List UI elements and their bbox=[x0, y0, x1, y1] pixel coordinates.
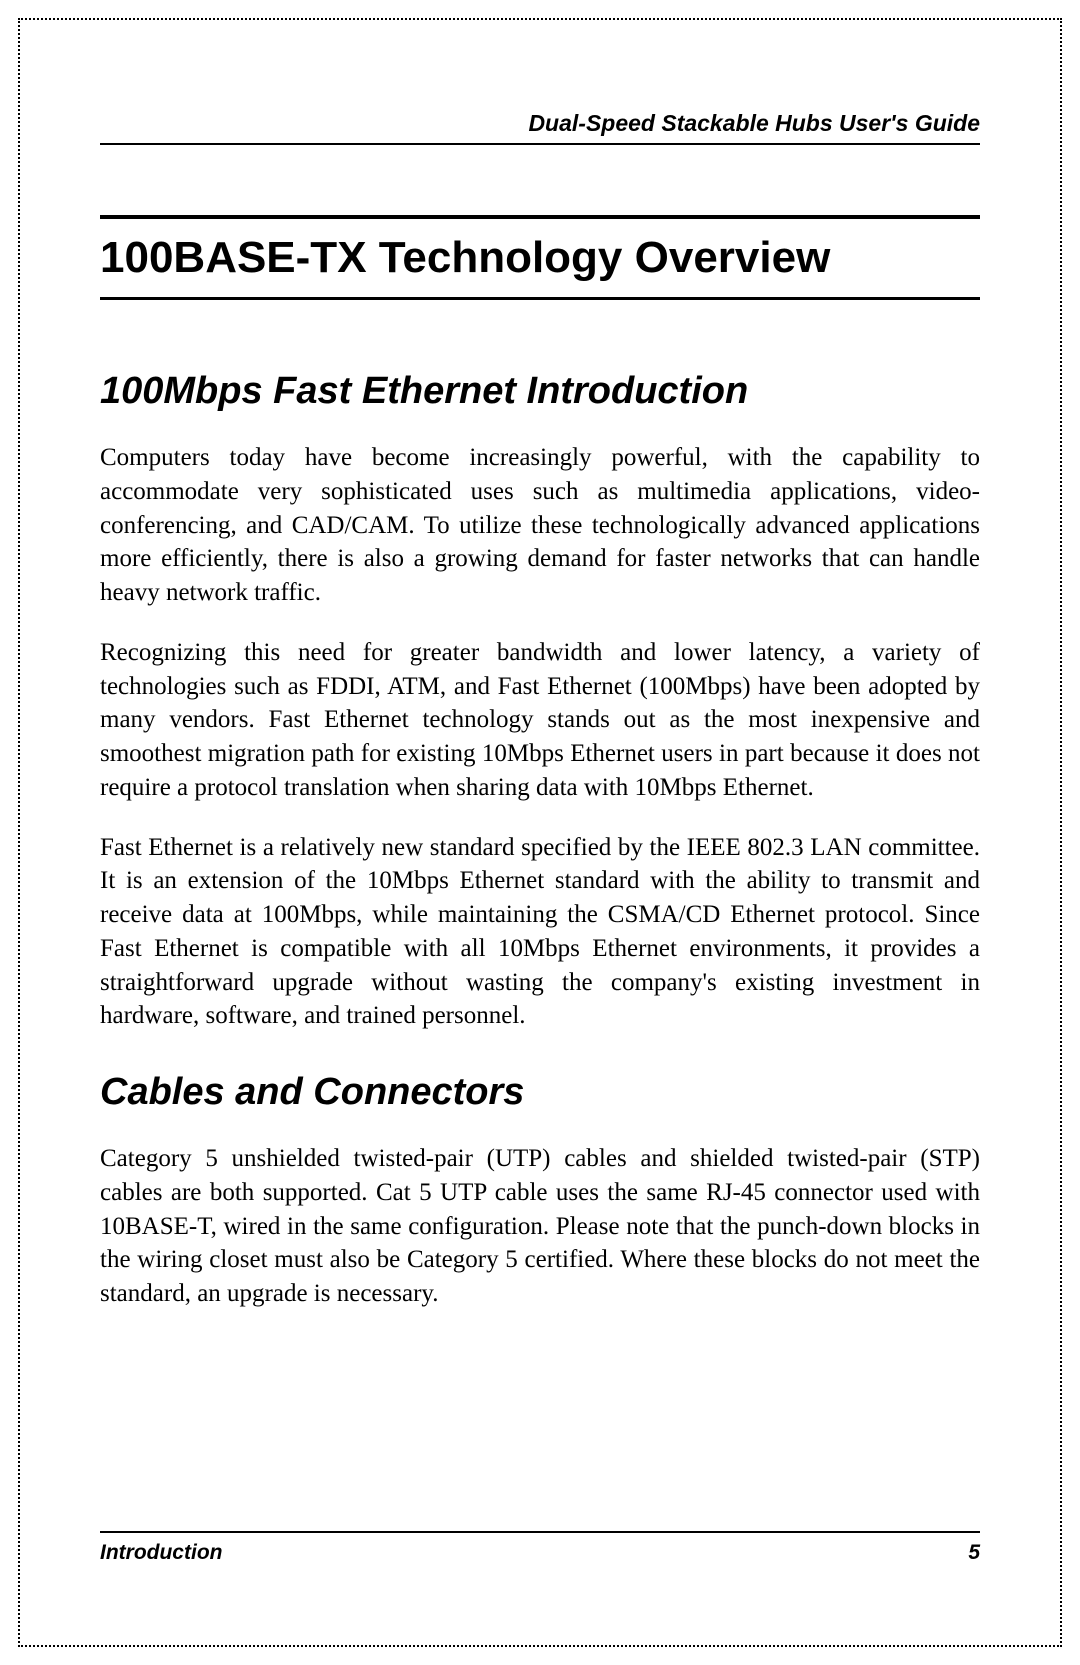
body-paragraph: Fast Ethernet is a relatively new standa… bbox=[100, 831, 980, 1034]
body-paragraph: Recognizing this need for greater bandwi… bbox=[100, 636, 980, 805]
footer-section-label: Introduction bbox=[100, 1541, 222, 1565]
section-cables: Cables and Connectors Category 5 unshiel… bbox=[100, 1071, 980, 1311]
chapter-title: 100BASE-TX Technology Overview bbox=[100, 215, 980, 300]
body-paragraph: Category 5 unshielded twisted-pair (UTP)… bbox=[100, 1142, 980, 1311]
running-footer: Introduction 5 bbox=[100, 1531, 980, 1565]
page-content: Dual-Speed Stackable Hubs User's Guide 1… bbox=[100, 110, 980, 1565]
section-heading-fast-ethernet: 100Mbps Fast Ethernet Introduction bbox=[100, 370, 980, 413]
footer-page-number: 5 bbox=[968, 1541, 980, 1565]
section-heading-cables: Cables and Connectors bbox=[100, 1071, 980, 1114]
running-header: Dual-Speed Stackable Hubs User's Guide bbox=[100, 110, 980, 145]
body-paragraph: Computers today have become increasingly… bbox=[100, 441, 980, 610]
